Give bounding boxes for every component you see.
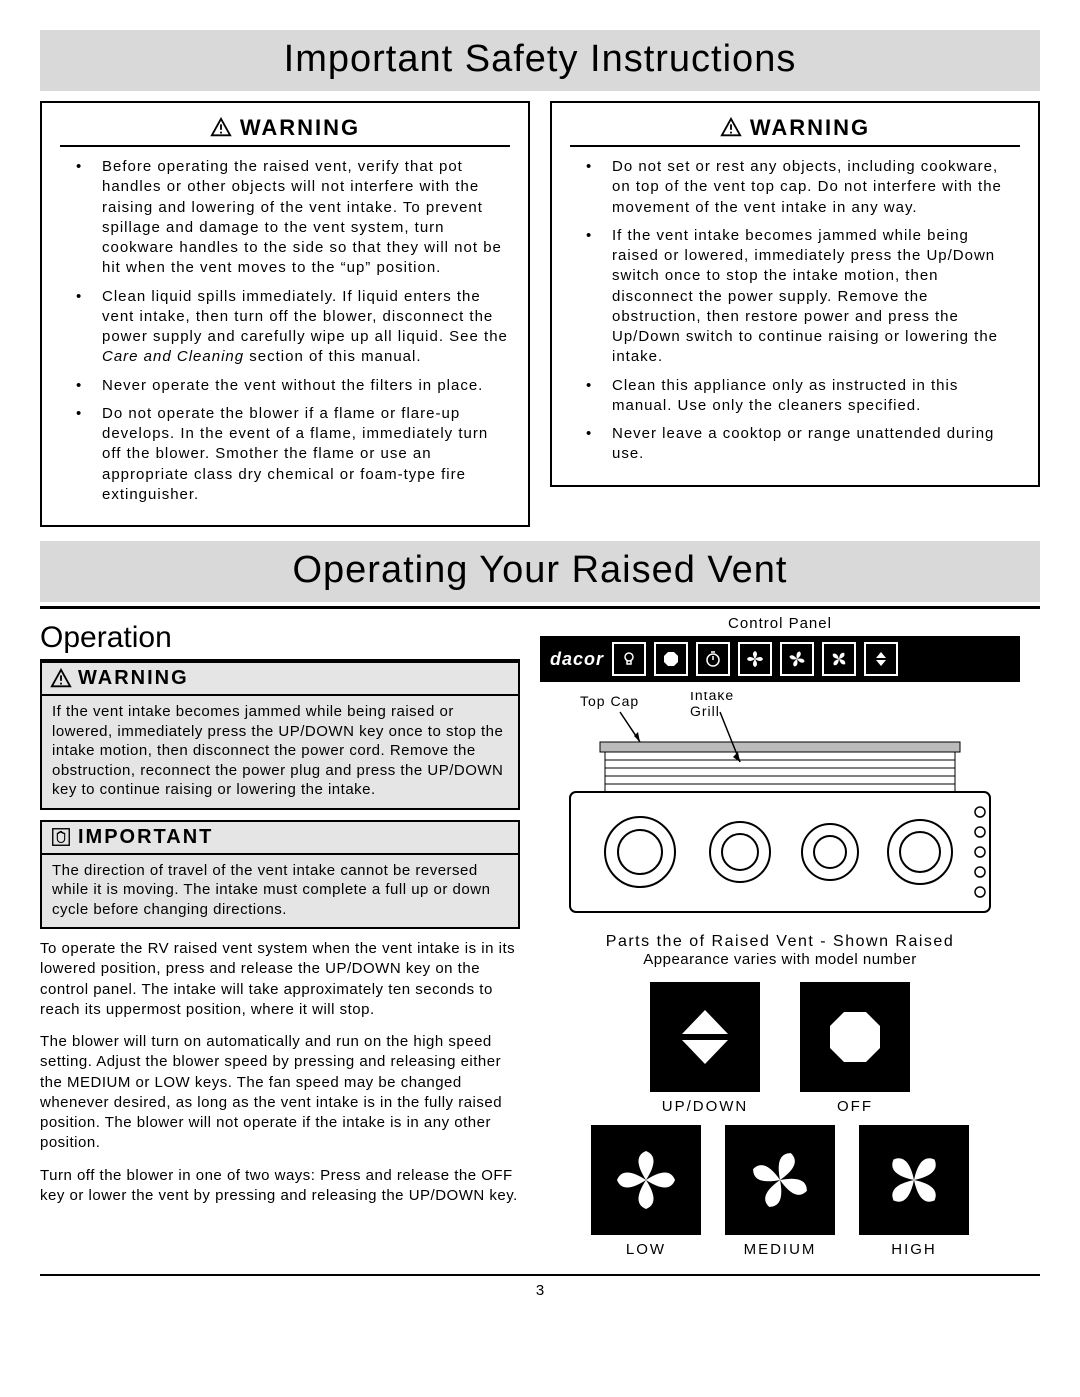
warning-box-left: WARNING Before operating the raised vent… [40, 101, 530, 527]
panel-fan-low-icon [738, 642, 772, 676]
warning-triangle-icon [50, 668, 72, 690]
warning-item: Clean liquid spills immediately. If liqu… [60, 287, 510, 368]
warning-item: Do not set or rest any objects, includin… [570, 157, 1020, 218]
operation-p3: Turn off the blower in one of two ways: … [40, 1166, 520, 1207]
control-panel: dacor [540, 636, 1020, 682]
operation-p1: To operate the RV raised vent system whe… [40, 939, 520, 1020]
warning-right-list: Do not set or rest any objects, includin… [570, 157, 1020, 465]
parts-subtitle: Appearance varies with model number [540, 951, 1020, 968]
warning-header-left: WARNING [60, 115, 510, 147]
parts-title: Parts the of Raised Vent - Shown Raised [540, 933, 1020, 951]
operation-p2: The blower will turn on automatically an… [40, 1032, 520, 1154]
warning-item: Do not operate the blower if a flame or … [60, 404, 510, 505]
fan-low-icon [611, 1145, 681, 1215]
panel-fan-med-icon [780, 642, 814, 676]
warning-item: If the vent intake becomes jammed while … [570, 226, 1020, 368]
panel-updown-icon [864, 642, 898, 676]
operation-warning-body: If the vent intake becomes jammed while … [42, 696, 518, 808]
brand-logo: dacor [550, 649, 604, 670]
warning-item: Clean this appliance only as instructed … [570, 376, 1020, 417]
button-grid: UP/DOWN OFF LOW MEDIUM HIGH [540, 982, 1020, 1258]
warning-triangle-icon [720, 117, 742, 139]
page-number: 3 [40, 1274, 1040, 1299]
updown-label: UP/DOWN [662, 1098, 749, 1115]
warning-item: Never operate the vent without the filte… [60, 376, 510, 396]
fan-medium-icon [745, 1145, 815, 1215]
important-label: IMPORTANT [78, 826, 213, 849]
low-label: LOW [626, 1241, 666, 1258]
off-button: OFF [800, 982, 910, 1115]
warning-label: WARNING [78, 667, 189, 690]
vent-diagram: Top Cap Intake Grill [540, 692, 1020, 927]
off-label: OFF [837, 1098, 873, 1115]
operation-right-col: Control Panel dacor [540, 615, 1020, 1258]
button-row-1: UP/DOWN OFF [650, 982, 910, 1115]
warnings-row: WARNING Before operating the raised vent… [40, 101, 1040, 527]
operation-warning-box: WARNING If the vent intake becomes jamme… [40, 661, 520, 810]
intake-grill-callout: Intake [690, 692, 734, 703]
warning-triangle-icon [210, 117, 232, 139]
control-panel-label: Control Panel [540, 615, 1020, 632]
updown-button: UP/DOWN [650, 982, 760, 1115]
panel-light-icon [612, 642, 646, 676]
fan-high-icon [879, 1145, 949, 1215]
warning-right-col: WARNING Do not set or rest any objects, … [550, 101, 1040, 527]
medium-button: MEDIUM [725, 1125, 835, 1258]
panel-off-icon [654, 642, 688, 676]
top-cap-callout: Top Cap [580, 693, 639, 709]
panel-fan-high-icon [822, 642, 856, 676]
high-button: HIGH [859, 1125, 969, 1258]
banner-operating: Operating Your Raised Vent [40, 541, 1040, 602]
panel-timer-icon [696, 642, 730, 676]
warning-label: WARNING [750, 115, 870, 141]
warning-left-list: Before operating the raised vent, verify… [60, 157, 510, 505]
warning-label: WARNING [240, 115, 360, 141]
off-icon [820, 1002, 890, 1072]
operation-warning-header: WARNING [42, 663, 518, 696]
vent-diagram-svg: Top Cap Intake Grill [540, 692, 1020, 922]
operation-important-body: The direction of travel of the vent inta… [42, 855, 518, 928]
banner-safety: Important Safety Instructions [40, 30, 1040, 91]
svg-text:Grill: Grill [690, 703, 720, 719]
updown-icon [670, 1002, 740, 1072]
medium-label: MEDIUM [744, 1241, 817, 1258]
warning-item: Never leave a cooktop or range unattende… [570, 424, 1020, 465]
operation-important-box: IMPORTANT The direction of travel of the… [40, 820, 520, 930]
button-row-2: LOW MEDIUM HIGH [591, 1125, 969, 1258]
operation-important-header: IMPORTANT [42, 822, 518, 855]
warning-box-right: WARNING Do not set or rest any objects, … [550, 101, 1040, 487]
low-button: LOW [591, 1125, 701, 1258]
operation-left-col: Operation WARNING If the vent intake bec… [40, 615, 520, 1258]
warning-header-right: WARNING [570, 115, 1020, 147]
operation-heading: Operation [40, 621, 520, 655]
high-label: HIGH [891, 1241, 937, 1258]
warning-item: Before operating the raised vent, verify… [60, 157, 510, 279]
hand-stop-icon [50, 826, 72, 848]
warning-left-col: WARNING Before operating the raised vent… [40, 101, 530, 527]
